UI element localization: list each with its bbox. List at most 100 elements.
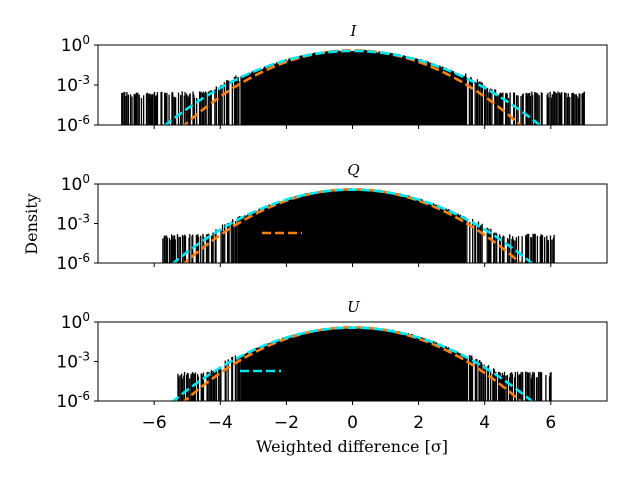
data-bar (324, 53, 326, 125)
data-bar (506, 93, 508, 125)
data-bar (414, 58, 417, 125)
data-bar (371, 50, 373, 125)
data-bar (501, 237, 504, 263)
data-bar (539, 371, 541, 401)
data-bar (487, 365, 490, 401)
data-bar (253, 349, 256, 401)
data-bar (256, 347, 258, 401)
data-bar (349, 327, 351, 401)
data-bar (495, 371, 497, 401)
data-bar (481, 223, 483, 263)
data-bar (426, 341, 428, 401)
data-bar (330, 190, 333, 263)
data-bar (483, 85, 486, 125)
data-bar (250, 349, 253, 401)
data-bar (387, 330, 389, 401)
data-bar (193, 94, 195, 125)
data-bar (378, 189, 380, 263)
data-bar (453, 211, 455, 263)
data-bar (447, 347, 450, 401)
panel-title: I (350, 22, 358, 40)
data-bar (398, 53, 400, 125)
data-bar (471, 358, 474, 401)
data-bar (405, 196, 407, 263)
data-bar (318, 191, 320, 263)
data-bar (287, 200, 289, 263)
data-bar (230, 221, 232, 263)
data-bar (379, 328, 381, 401)
data-bar (350, 51, 352, 125)
data-bar (402, 194, 405, 263)
data-bar (282, 339, 285, 401)
data-bar (214, 89, 216, 125)
data-bar (525, 235, 528, 263)
data-bar (534, 91, 536, 125)
data-bar (286, 198, 288, 263)
data-bar (240, 219, 243, 263)
data-bar (416, 199, 419, 263)
data-bar (269, 66, 271, 125)
data-bar (215, 369, 218, 401)
data-bar (254, 349, 256, 401)
data-bar (492, 373, 494, 401)
data-bar (303, 55, 305, 125)
data-bar (464, 217, 467, 263)
data-bar (375, 51, 377, 125)
data-bar (197, 234, 199, 263)
data-bar (411, 58, 413, 125)
data-bar (444, 69, 447, 125)
data-bar (561, 92, 563, 125)
data-bar (490, 228, 492, 263)
data-bar (231, 79, 233, 125)
data-bar (540, 372, 542, 401)
data-bar (237, 77, 239, 125)
data-bar (471, 355, 473, 401)
data-bar (315, 192, 318, 263)
data-bar (334, 188, 336, 263)
data-bar (356, 49, 359, 125)
data-bar (400, 195, 403, 263)
data-bar (421, 59, 423, 125)
data-bar (428, 203, 430, 263)
data-bar (253, 71, 255, 125)
data-bar (500, 377, 502, 401)
data-bar (189, 93, 191, 125)
data-bar (297, 57, 299, 125)
data-bar (375, 189, 377, 263)
data-bar (259, 347, 261, 401)
data-bar (164, 92, 166, 125)
data-bar (358, 50, 360, 125)
data-bar (137, 92, 139, 125)
data-bar (481, 83, 483, 125)
data-bar (345, 190, 347, 263)
data-bar (346, 188, 348, 263)
panel-u: −6 −4 −2 0 2 4 6 100 10-3 10-6 U Fitted Gaussian (56, 298, 608, 433)
data-bar (232, 225, 235, 263)
data-bar (340, 190, 342, 263)
data-bar (386, 52, 388, 125)
data-bar (228, 223, 230, 263)
data-bar (331, 191, 334, 263)
data-bar (396, 56, 399, 125)
data-bar (247, 351, 250, 401)
data-bar (381, 190, 383, 263)
data-bar (441, 67, 443, 125)
data-bar (196, 97, 198, 125)
data-bar (333, 191, 336, 263)
data-bar (532, 371, 534, 401)
data-bar (541, 93, 543, 125)
data-bar (391, 329, 394, 401)
data-bar (306, 193, 308, 263)
data-bar (513, 92, 515, 125)
data-bar (134, 95, 137, 125)
data-bar (319, 329, 322, 401)
data-bar (296, 335, 298, 401)
data-bar (356, 326, 358, 401)
data-bar (480, 361, 482, 401)
data-bar (540, 234, 542, 263)
data-bar (534, 92, 537, 125)
data-bar (179, 236, 182, 263)
data-bar (450, 211, 453, 263)
data-bar (251, 71, 253, 125)
data-bar (419, 198, 421, 263)
